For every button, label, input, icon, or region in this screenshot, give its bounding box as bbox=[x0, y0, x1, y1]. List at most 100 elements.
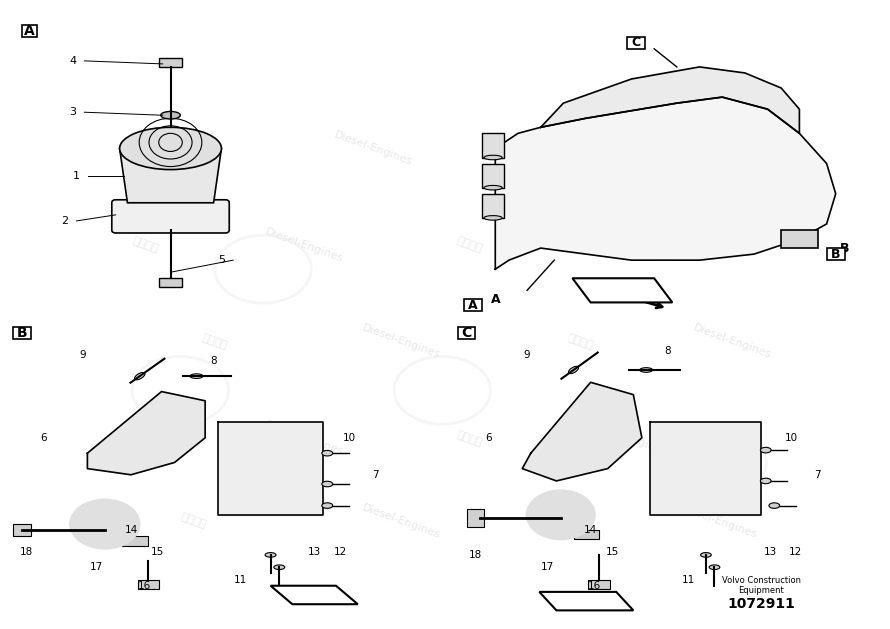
Text: 13: 13 bbox=[764, 547, 777, 557]
Ellipse shape bbox=[760, 478, 771, 484]
Ellipse shape bbox=[322, 450, 333, 456]
Bar bbox=[21, 25, 37, 36]
Bar bbox=[158, 58, 182, 67]
Text: 15: 15 bbox=[150, 547, 164, 557]
Bar bbox=[627, 36, 645, 49]
Bar bbox=[481, 194, 505, 218]
Text: 17: 17 bbox=[541, 562, 554, 572]
Bar bbox=[466, 509, 484, 527]
Polygon shape bbox=[651, 423, 762, 515]
Ellipse shape bbox=[484, 155, 502, 160]
Text: Diesel-Engines: Diesel-Engines bbox=[588, 226, 669, 264]
Text: 15: 15 bbox=[605, 547, 619, 557]
Text: 7: 7 bbox=[813, 470, 821, 480]
Polygon shape bbox=[119, 148, 222, 203]
Text: 10: 10 bbox=[785, 433, 798, 443]
Ellipse shape bbox=[700, 553, 711, 557]
Circle shape bbox=[70, 499, 140, 548]
Ellipse shape bbox=[265, 553, 276, 557]
Text: B: B bbox=[831, 248, 840, 260]
Text: 1: 1 bbox=[73, 170, 80, 181]
Text: A: A bbox=[490, 293, 500, 306]
Ellipse shape bbox=[569, 366, 578, 374]
Text: C: C bbox=[462, 326, 472, 340]
Bar bbox=[781, 230, 818, 248]
Text: 14: 14 bbox=[584, 525, 597, 535]
Ellipse shape bbox=[190, 374, 203, 379]
Polygon shape bbox=[541, 67, 799, 133]
Text: 紫发动力: 紫发动力 bbox=[525, 139, 553, 157]
Text: 9: 9 bbox=[523, 350, 530, 360]
Text: Diesel-Engines: Diesel-Engines bbox=[657, 130, 738, 167]
Text: 12: 12 bbox=[334, 547, 347, 557]
Bar bbox=[588, 579, 610, 589]
Text: C: C bbox=[631, 36, 641, 49]
Bar bbox=[827, 248, 845, 260]
Ellipse shape bbox=[484, 186, 502, 190]
Text: 紫发动力: 紫发动力 bbox=[456, 236, 484, 254]
Text: Volvo Construction
Equipment: Volvo Construction Equipment bbox=[722, 576, 801, 596]
Text: 紫发动力: 紫发动力 bbox=[180, 139, 208, 157]
Ellipse shape bbox=[640, 368, 652, 372]
Text: 16: 16 bbox=[588, 581, 602, 591]
Text: A: A bbox=[468, 299, 477, 312]
Text: 紫发动力: 紫发动力 bbox=[180, 512, 208, 530]
Ellipse shape bbox=[161, 111, 181, 119]
Text: 4: 4 bbox=[69, 56, 77, 66]
Text: 14: 14 bbox=[125, 525, 138, 535]
Bar bbox=[464, 299, 481, 311]
Text: 紫发动力: 紫发动力 bbox=[200, 333, 229, 351]
Text: 2: 2 bbox=[61, 216, 69, 226]
FancyBboxPatch shape bbox=[112, 200, 230, 233]
Text: A: A bbox=[24, 24, 35, 38]
Polygon shape bbox=[522, 382, 642, 481]
Text: 紫发动力: 紫发动力 bbox=[566, 512, 595, 530]
Text: Diesel-Engines: Diesel-Engines bbox=[692, 323, 773, 360]
Bar bbox=[122, 537, 149, 545]
Bar bbox=[481, 164, 505, 187]
Text: 紫发动力: 紫发动力 bbox=[456, 430, 484, 448]
Text: 18: 18 bbox=[469, 550, 481, 560]
Text: 17: 17 bbox=[90, 562, 102, 572]
Bar bbox=[13, 327, 31, 339]
Text: 1072911: 1072911 bbox=[727, 597, 796, 611]
Bar bbox=[481, 133, 505, 157]
Text: 18: 18 bbox=[20, 547, 33, 557]
Text: Diesel-Engines: Diesel-Engines bbox=[333, 130, 414, 167]
Ellipse shape bbox=[322, 481, 333, 487]
Text: 11: 11 bbox=[683, 574, 695, 584]
Polygon shape bbox=[218, 423, 323, 515]
Bar bbox=[13, 524, 31, 537]
Text: 紫发动力: 紫发动力 bbox=[566, 333, 595, 351]
Text: 12: 12 bbox=[789, 547, 802, 557]
Text: 8: 8 bbox=[664, 347, 671, 357]
Text: 6: 6 bbox=[485, 433, 491, 443]
Ellipse shape bbox=[119, 127, 222, 170]
Bar bbox=[158, 278, 182, 287]
Text: 6: 6 bbox=[40, 433, 47, 443]
Polygon shape bbox=[495, 97, 836, 269]
Polygon shape bbox=[271, 586, 358, 604]
Text: 11: 11 bbox=[233, 574, 247, 584]
Text: 8: 8 bbox=[211, 356, 217, 365]
Text: 5: 5 bbox=[218, 255, 225, 265]
Text: B: B bbox=[17, 326, 28, 340]
Ellipse shape bbox=[274, 565, 285, 569]
Polygon shape bbox=[539, 592, 634, 610]
Text: 13: 13 bbox=[308, 547, 320, 557]
Bar bbox=[458, 327, 475, 339]
Bar bbox=[138, 579, 159, 589]
Text: Diesel-Engines: Diesel-Engines bbox=[360, 323, 441, 360]
Text: 10: 10 bbox=[343, 433, 356, 443]
Circle shape bbox=[527, 490, 595, 540]
Text: 3: 3 bbox=[69, 107, 77, 117]
Text: 紫发动力: 紫发动力 bbox=[132, 430, 160, 448]
Text: 7: 7 bbox=[372, 470, 378, 480]
Bar bbox=[573, 530, 599, 540]
Polygon shape bbox=[87, 391, 206, 475]
Polygon shape bbox=[572, 278, 672, 303]
Ellipse shape bbox=[769, 503, 780, 508]
Ellipse shape bbox=[484, 216, 502, 220]
Text: Diesel-Engines: Diesel-Engines bbox=[678, 503, 758, 540]
Text: Diesel-Engines: Diesel-Engines bbox=[264, 226, 344, 264]
